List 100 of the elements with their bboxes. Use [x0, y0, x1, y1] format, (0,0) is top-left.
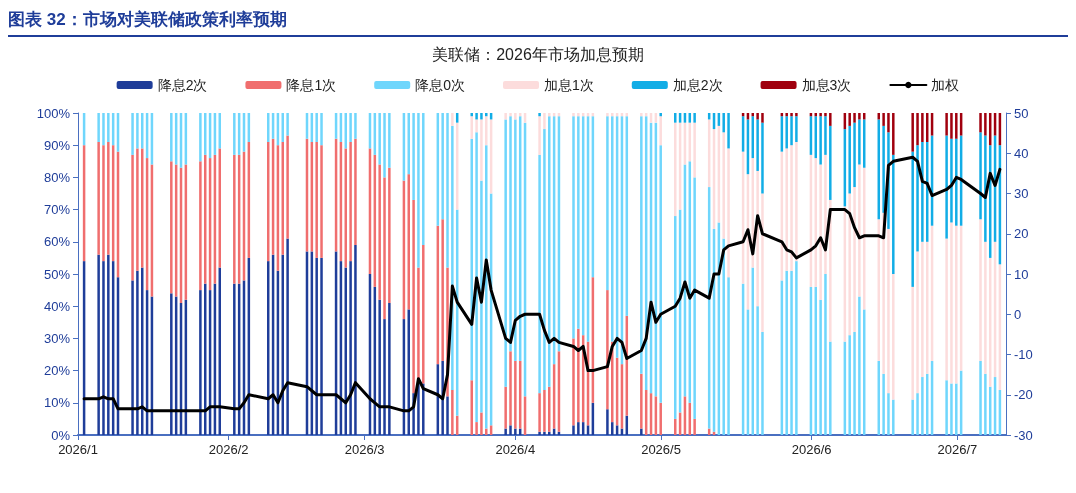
bar	[514, 360, 517, 429]
bar	[674, 418, 677, 435]
x-tick-label: 2026/2	[208, 442, 249, 457]
bar	[383, 113, 386, 178]
bar	[543, 129, 546, 390]
bar	[107, 141, 110, 255]
bar	[538, 116, 541, 155]
bar	[514, 119, 517, 361]
bar	[640, 113, 643, 117]
y-tick-label: 60%	[43, 234, 71, 250]
bar	[446, 113, 449, 268]
bar	[383, 319, 386, 435]
bar	[504, 119, 507, 387]
bar	[606, 290, 609, 410]
bar	[795, 261, 798, 435]
bar	[887, 113, 890, 133]
bar	[233, 154, 236, 284]
bar	[378, 299, 381, 435]
bar	[858, 113, 861, 120]
bar	[407, 113, 410, 175]
y-tick-label: 0%	[51, 427, 71, 443]
bar	[504, 428, 507, 435]
bar	[475, 119, 478, 133]
bar	[795, 141, 798, 262]
legend-label: 加息1次	[544, 77, 594, 93]
bar	[199, 113, 202, 162]
bar	[480, 113, 483, 120]
bar	[887, 393, 890, 435]
bar	[911, 286, 914, 400]
line-series	[82, 155, 1002, 413]
bar	[727, 148, 730, 278]
bar	[640, 116, 643, 374]
bar	[349, 261, 352, 435]
bar	[538, 431, 541, 435]
bar	[480, 180, 483, 413]
chart-subtitle: 美联储：2026年市场加息预期	[432, 45, 644, 63]
bar	[979, 132, 982, 220]
bar	[916, 145, 919, 252]
bar	[354, 113, 357, 139]
bar	[470, 380, 473, 435]
bar	[790, 113, 793, 117]
bar	[693, 177, 696, 419]
bar	[882, 125, 885, 213]
bar	[475, 113, 478, 120]
bar	[858, 119, 861, 165]
bar	[572, 338, 575, 426]
bar	[388, 167, 391, 303]
y2-tick-label: 0	[1014, 306, 1022, 322]
bar	[955, 138, 958, 226]
bar	[722, 113, 725, 133]
bar	[388, 113, 391, 168]
bar	[916, 393, 919, 435]
bar	[107, 113, 110, 142]
bar	[514, 113, 517, 120]
bar	[829, 199, 832, 342]
bar	[761, 122, 764, 194]
bar	[829, 341, 832, 435]
y2-tick-label: 30	[1014, 186, 1029, 201]
bar	[131, 113, 134, 155]
bar	[892, 154, 895, 274]
bar	[858, 296, 861, 435]
bar	[892, 113, 895, 155]
bar	[451, 113, 454, 126]
bar	[955, 113, 958, 139]
bar	[611, 422, 614, 435]
y-tick-label: 80%	[43, 169, 71, 185]
bar	[538, 393, 541, 432]
bar	[136, 270, 139, 435]
bar	[606, 113, 609, 117]
bar	[693, 113, 696, 123]
bar	[892, 274, 895, 400]
bar	[887, 228, 890, 394]
bar	[378, 164, 381, 300]
x-tick-label: 2026/3	[344, 442, 385, 457]
bar	[640, 428, 643, 435]
bar	[315, 141, 318, 258]
x-tick-label: 2026/4	[495, 442, 536, 457]
bar	[417, 267, 420, 381]
bar	[611, 341, 614, 423]
bar	[722, 238, 725, 435]
bar	[170, 293, 173, 435]
y-tick-label: 20%	[43, 363, 71, 379]
legend-label: 加息2次	[672, 77, 723, 93]
bar	[659, 113, 662, 117]
bar	[504, 113, 507, 120]
bar	[950, 138, 953, 223]
bar	[848, 125, 851, 194]
bar	[790, 145, 793, 271]
bar	[543, 431, 546, 435]
bar	[422, 383, 425, 435]
bar	[480, 412, 483, 435]
bar	[945, 380, 948, 435]
y-tick-label: 10%	[43, 395, 71, 411]
bar	[921, 113, 924, 142]
bar	[819, 113, 822, 117]
bar	[136, 113, 139, 149]
bar	[407, 309, 410, 435]
bar	[514, 428, 517, 435]
bar	[659, 116, 662, 146]
bar	[315, 257, 318, 435]
